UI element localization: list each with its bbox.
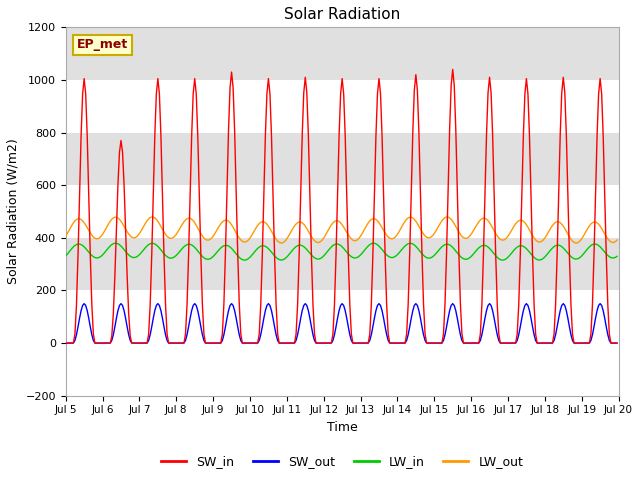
Text: EP_met: EP_met (77, 38, 128, 51)
Bar (66, 238, 618, 290)
Title: Solar Radiation: Solar Radiation (284, 7, 400, 22)
Bar (66, 27, 618, 80)
Legend: SW_in, SW_out, LW_in, LW_out: SW_in, SW_out, LW_in, LW_out (156, 450, 528, 473)
Bar (66, 132, 618, 185)
Y-axis label: Solar Radiation (W/m2): Solar Radiation (W/m2) (7, 139, 20, 284)
X-axis label: Time: Time (327, 421, 358, 434)
